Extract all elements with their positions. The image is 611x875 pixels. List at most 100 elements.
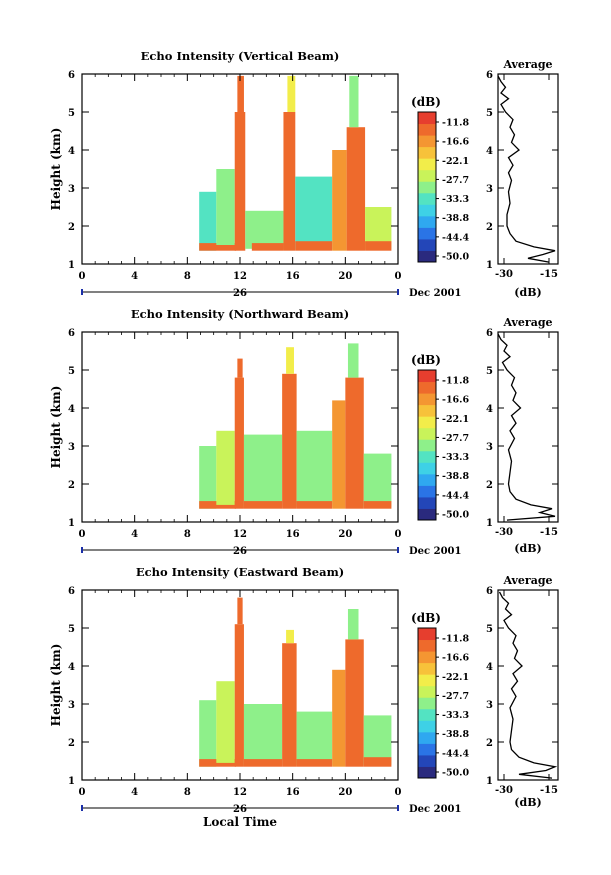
echo-cell: [237, 358, 243, 378]
echo-cell: [199, 191, 217, 251]
colorbar-swatch: [418, 685, 436, 698]
avg-y-tick-label: 2: [486, 480, 493, 491]
avg-x-tick-label: -30: [495, 785, 513, 796]
colorbar-swatch: [418, 250, 436, 263]
colorbar-swatch: [418, 404, 436, 417]
y-axis-label: Height (km): [49, 386, 63, 469]
month-label: Dec 2001: [409, 804, 461, 815]
colorbar-swatch: [418, 393, 436, 406]
colorbar-tick-label: -16.6: [442, 137, 469, 148]
colorbar-swatch: [418, 238, 436, 251]
echo-cell: [296, 711, 333, 765]
echo-cell: [295, 176, 333, 249]
colorbar-tick-label: -38.8: [442, 729, 469, 740]
echo-cell: [216, 169, 235, 245]
echo-cell: [199, 243, 237, 251]
y-tick-label: 6: [68, 70, 75, 81]
echo-cell: [282, 643, 297, 767]
colorbar-swatch: [418, 192, 436, 205]
x-tick-label: 0: [79, 271, 86, 282]
echo-cell: [234, 112, 246, 251]
colorbar-swatch: [418, 462, 436, 475]
avg-y-tick-label: 6: [486, 586, 493, 597]
panel-eastward: Echo Intensity (Eastward Beam) 0 4 8 12 16 20…: [49, 565, 559, 829]
colorbar-tick-label: -50.0: [442, 768, 469, 779]
echo-cell: [286, 629, 294, 644]
colorbar-swatch: [418, 204, 436, 217]
x-tick-label: 20: [338, 529, 352, 540]
y-tick-label: 6: [68, 586, 75, 597]
colorbar-tick-label: -16.6: [442, 653, 469, 664]
colorbar-unit: (dB): [411, 353, 441, 367]
echo-cell: [363, 453, 392, 507]
y-axis-label: Height (km): [49, 644, 63, 727]
echo-cell: [243, 501, 283, 509]
colorbar: -11.8 -16.6 -22.1 -27.7 -33.3 -38.8 -44.4 -50.0: [417, 627, 469, 779]
y-tick-label: 5: [68, 108, 75, 119]
y-tick-label: 3: [68, 442, 75, 453]
echo-cell: [286, 347, 294, 374]
avg-y-tick-label: 3: [486, 442, 493, 453]
echo-cell: [345, 639, 364, 767]
echo-cell: [295, 241, 333, 251]
average-profile-plot: 1 2 3 4 5 6 -30 -15: [486, 586, 558, 796]
echo-cell: [332, 150, 347, 251]
heatmap-frame: [81, 73, 399, 265]
colorbar-swatch: [418, 169, 436, 182]
echo-cell: [332, 400, 346, 509]
echo-cell: [216, 430, 235, 505]
colorbar-tick-label: -38.8: [442, 471, 469, 482]
day-label: 26: [233, 804, 247, 815]
average-title: Average: [502, 574, 552, 587]
colorbar-swatch: [418, 651, 436, 664]
colorbar-swatch: [418, 485, 436, 498]
colorbar-tick-label: -44.4: [442, 490, 469, 501]
heatmap-frame: [81, 331, 399, 523]
colorbar-swatch: [418, 416, 436, 429]
y-tick-label: 2: [68, 480, 75, 491]
average-frame: [497, 73, 559, 265]
avg-y-tick-label: 3: [486, 184, 493, 195]
echo-cell: [199, 501, 237, 509]
x-tick-label: 4: [131, 271, 138, 282]
colorbar: -11.8 -16.6 -22.1 -27.7 -33.3 -38.8 -44.4 -50.0: [417, 111, 469, 263]
colorbar-frame: [417, 627, 437, 779]
x-tick-label: 8: [184, 787, 191, 798]
y-tick-label: 3: [68, 184, 75, 195]
colorbar: -11.8 -16.6 -22.1 -27.7 -33.3 -38.8 -44.4 -50.0: [417, 369, 469, 521]
y-tick-label: 1: [68, 518, 75, 529]
colorbar-swatch: [418, 766, 436, 779]
echo-cell: [243, 434, 283, 507]
colorbar-frame: [417, 369, 437, 521]
avg-y-tick-label: 3: [486, 700, 493, 711]
avg-x-tick-label: -30: [495, 527, 513, 538]
echo-cell: [349, 75, 359, 128]
avg-y-tick-label: 5: [486, 108, 493, 119]
colorbar-swatch: [418, 720, 436, 733]
x-tick-label: 20: [338, 271, 352, 282]
y-tick-label: 1: [68, 260, 75, 271]
colorbar-swatch: [418, 123, 436, 136]
average-profile-plot: 1 2 3 4 5 6 -30 -15: [486, 328, 558, 538]
avg-y-tick-label: 1: [486, 776, 493, 787]
colorbar-tick-label: -22.1: [442, 414, 469, 425]
x-tick-label: 20: [338, 787, 352, 798]
colorbar-tick-label: -33.3: [442, 194, 469, 205]
x-tick-label: 0: [79, 529, 86, 540]
colorbar-tick-label: -22.1: [442, 156, 469, 167]
colorbar-swatch: [418, 370, 436, 383]
colorbar-swatch: [418, 112, 436, 125]
echo-cell: [216, 681, 235, 763]
x-tick-label: 4: [131, 787, 138, 798]
heatmap-frame: [81, 589, 399, 781]
y-tick-label: 5: [68, 366, 75, 377]
colorbar-swatch: [418, 381, 436, 394]
day-label: 26: [233, 288, 247, 299]
colorbar-tick-label: -33.3: [442, 710, 469, 721]
avg-y-tick-label: 5: [486, 366, 493, 377]
avg-y-tick-label: 4: [486, 146, 493, 157]
colorbar-swatch: [418, 508, 436, 521]
average-profile-line: [498, 591, 558, 779]
